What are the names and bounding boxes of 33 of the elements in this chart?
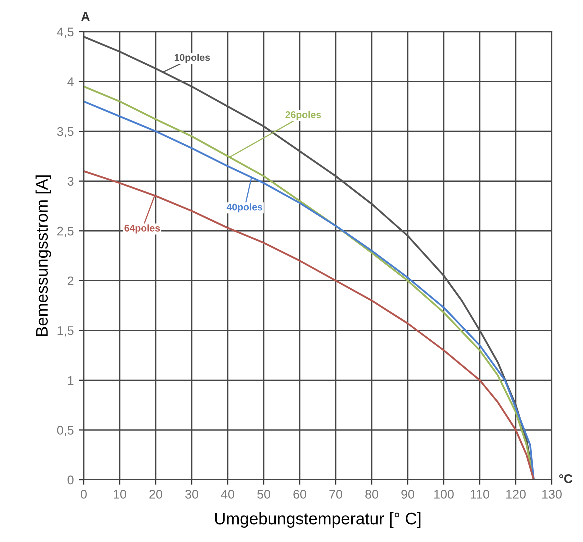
- text: 26poles: [286, 111, 322, 120]
- x-tick-label: 20: [150, 490, 162, 499]
- x-tick-label: 30: [186, 490, 198, 499]
- y-tick-label: 3,5: [57, 127, 74, 138]
- x-axis-title: Umgebungstemperatur [° C]: [215, 512, 421, 528]
- text: A: [82, 12, 90, 22]
- series-label: 10poles: [174, 54, 210, 64]
- y-tick-label: 0,5: [57, 426, 74, 436]
- y-tick-label: 0: [68, 476, 74, 485]
- x-tick-label: 80: [366, 490, 378, 499]
- x-tick-label: 120: [506, 490, 526, 499]
- x-tick-label: 50: [258, 490, 270, 499]
- x-tick-label: 0: [81, 490, 87, 499]
- x-tick-label: 110: [470, 490, 490, 499]
- y-tick-label: 4,5: [57, 28, 74, 38]
- y-tick-label: 4: [68, 78, 74, 86]
- x-tick-label: 10: [114, 490, 126, 499]
- y-tick-label: 2: [68, 276, 74, 286]
- text: 64poles: [124, 224, 160, 234]
- line-series: [84, 170, 535, 480]
- series-label: 40poles: [226, 204, 263, 213]
- x-tick-label: 60: [294, 490, 306, 499]
- x-tick-label: 40: [221, 490, 234, 499]
- y-tick-label: 1: [68, 376, 74, 385]
- y-tick-label: 1,5: [58, 326, 74, 337]
- x-tick-label: 70: [330, 490, 342, 499]
- x-tick-label: 90: [402, 490, 414, 499]
- text: °C: [559, 474, 573, 484]
- x-tick-label: 130: [542, 490, 562, 499]
- y-tick-label: 3: [68, 177, 74, 186]
- y-axis-title: Bemessungsstrom [A]: [36, 176, 52, 336]
- x-tick-label: 100: [434, 490, 454, 499]
- y-tick-label: 2,5: [58, 226, 74, 238]
